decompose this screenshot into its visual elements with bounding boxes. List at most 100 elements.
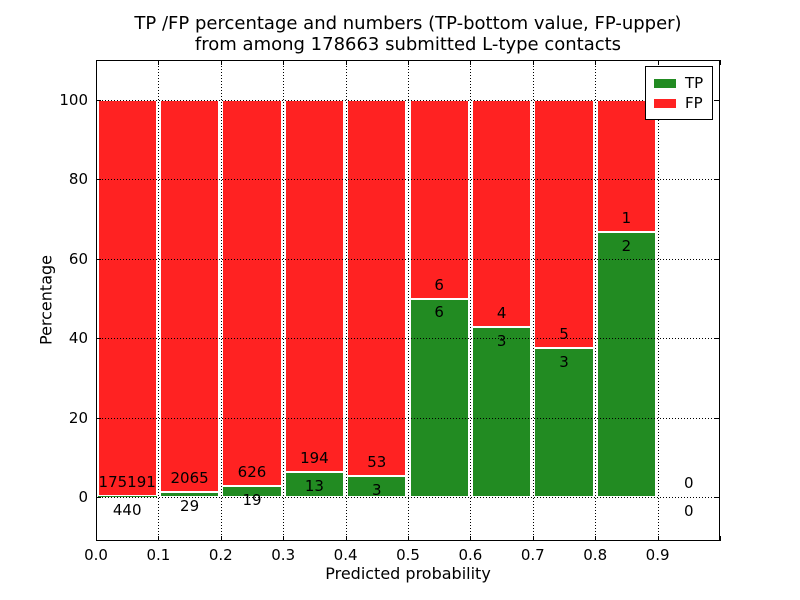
fp-count-label: 626 (237, 462, 267, 481)
fp-count-label: 5 (559, 325, 569, 344)
tp-count-label: 6 (434, 303, 444, 322)
x-tick-mark (408, 536, 409, 541)
y-tick-mark (715, 417, 720, 419)
x-tick-mark (283, 60, 285, 65)
tp-count-label: 29 (180, 496, 200, 515)
bar-segment-tp (284, 472, 345, 498)
vertical-gridline (345, 60, 347, 541)
x-tick-mark (720, 536, 721, 541)
x-tick-mark (532, 536, 534, 541)
bar-segment-fp (222, 99, 282, 486)
x-tick-label: 0.0 (84, 546, 108, 564)
x-axis-label: Predicted probability (325, 564, 491, 583)
bar-segment-tp (409, 298, 469, 498)
tp-count-label: 0 (684, 502, 694, 521)
bar-segment-fp (534, 99, 594, 349)
y-tick-mark (715, 497, 720, 499)
horizontal-gridline (96, 258, 720, 260)
tp-count-label: 2 (621, 237, 632, 256)
fp-count-label: 6 (434, 275, 444, 294)
tp-count-label: 3 (372, 480, 382, 499)
x-tick-mark (220, 60, 222, 65)
fp-count-label: 53 (367, 453, 387, 471)
horizontal-gridline (96, 179, 720, 181)
legend-label-fp: FP (685, 94, 703, 112)
x-tick-label: 0.8 (583, 546, 608, 564)
y-tick-label: 40 (68, 329, 88, 348)
tp-count-label: 440 (112, 501, 142, 520)
horizontal-gridline (96, 417, 720, 419)
x-tick-mark (595, 536, 597, 541)
tp-count-label: 13 (304, 477, 324, 496)
bar-segment-tp (347, 475, 407, 498)
chart-title-line2: from among 178663 submitted L-type conta… (194, 34, 622, 55)
legend-entry-fp: FP (654, 93, 703, 113)
x-tick-mark (408, 60, 409, 65)
vertical-gridline (408, 60, 409, 541)
x-tick-mark (345, 60, 347, 65)
y-tick-label: 0 (78, 488, 88, 507)
y-tick-label: 60 (68, 249, 88, 268)
tp-color-swatch (654, 78, 676, 88)
plot-area: 175191 440 2065 29 626 19 194 13 53 3 6 6 4 3 5 3 1 2 0 0 (96, 60, 721, 541)
vertical-gridline (657, 60, 659, 541)
y-tick-mark (715, 99, 720, 101)
chart-title: TP /FP percentage and numbers (TP-bottom… (96, 13, 720, 55)
y-tick-mark (715, 258, 720, 260)
x-tick-mark (158, 536, 160, 541)
x-tick-label: 0.9 (645, 546, 670, 564)
y-tick-mark (96, 179, 101, 181)
y-tick-mark (715, 338, 720, 340)
x-tick-label: 0.3 (271, 546, 296, 564)
x-tick-mark (96, 60, 97, 65)
legend-label-tp: TP (685, 74, 704, 92)
vertical-gridline (470, 60, 472, 541)
legend: TP FP (645, 66, 714, 120)
legend-entry-tp: TP (654, 73, 703, 93)
vertical-gridline (595, 60, 597, 541)
bar-segment-fp (284, 99, 345, 473)
x-tick-mark (470, 60, 472, 65)
bar-segment-fp (97, 99, 157, 497)
vertical-gridline (283, 60, 285, 541)
y-tick-mark (96, 417, 101, 419)
horizontal-gridline (96, 338, 720, 340)
x-tick-mark (657, 60, 659, 65)
x-tick-mark (470, 536, 472, 541)
y-tick-mark (96, 99, 101, 101)
bar-segment-fp (409, 99, 469, 299)
bar-segment-tp (159, 491, 220, 498)
x-tick-mark (720, 60, 721, 65)
fp-count-label: 194 (300, 449, 329, 468)
horizontal-gridline (96, 497, 720, 499)
bar-segment-fp (471, 99, 532, 327)
y-tick-mark (96, 338, 101, 340)
vertical-gridline (532, 60, 534, 541)
x-tick-mark (345, 536, 347, 541)
x-tick-mark (96, 536, 97, 541)
tp-count-label: 3 (496, 331, 507, 350)
y-tick-mark (96, 258, 101, 260)
bar-segment-tp (596, 232, 657, 498)
bar-segment-tp (97, 496, 157, 498)
y-tick-mark (715, 179, 720, 181)
x-tick-mark (532, 60, 534, 65)
y-tick-mark (96, 497, 101, 499)
horizontal-gridline (96, 99, 720, 101)
x-tick-mark (595, 60, 597, 65)
fp-count-label: 0 (684, 474, 694, 493)
x-tick-label: 0.1 (146, 546, 171, 564)
x-tick-mark (158, 60, 160, 65)
vertical-gridline (158, 60, 160, 541)
fp-color-swatch (654, 98, 676, 108)
bar-segment-fp (159, 99, 220, 492)
x-tick-mark (283, 536, 285, 541)
x-tick-label: 0.6 (458, 546, 483, 564)
x-tick-label: 0.4 (333, 546, 358, 564)
x-tick-label: 0.5 (396, 546, 420, 564)
bar-segment-fp (596, 99, 657, 233)
x-tick-label: 0.7 (520, 546, 545, 564)
x-tick-label: 0.2 (208, 546, 233, 564)
vertical-gridline (220, 60, 222, 541)
